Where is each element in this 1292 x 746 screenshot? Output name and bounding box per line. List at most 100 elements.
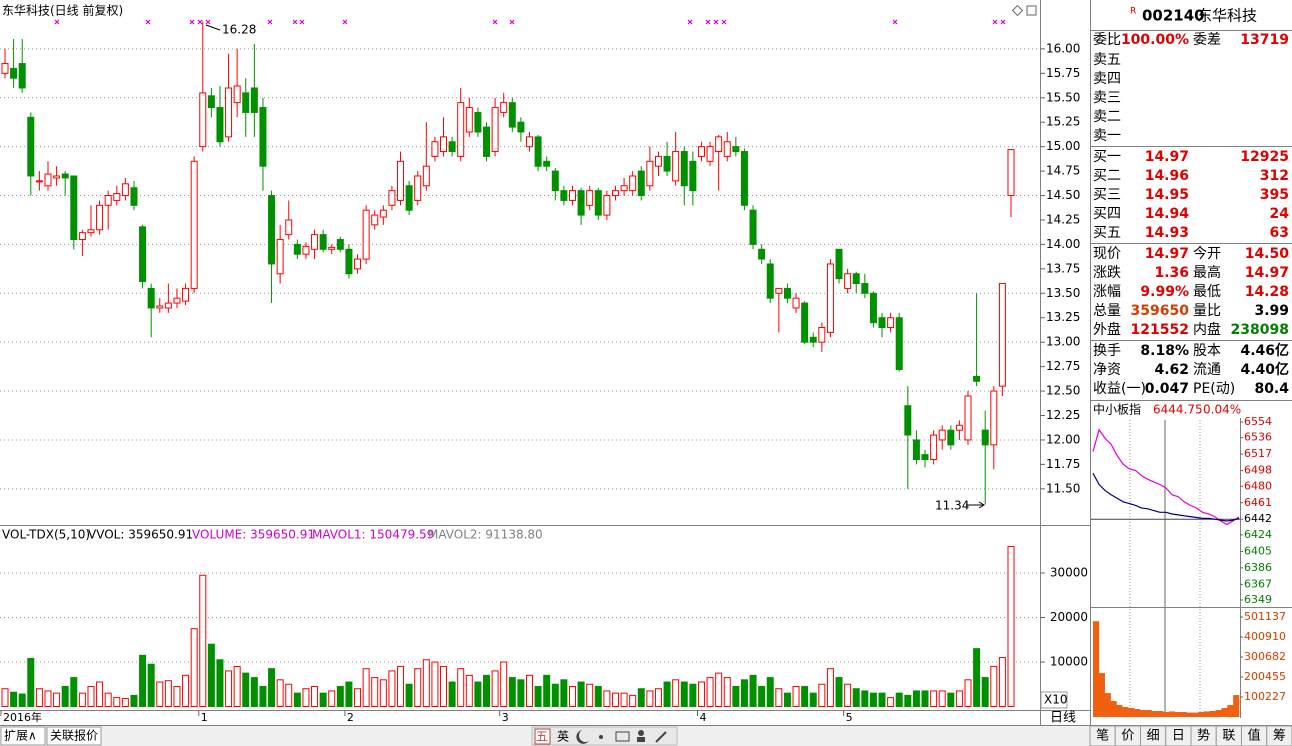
volume-bar: [534, 685, 542, 707]
y-tick-label: 30000: [1050, 566, 1088, 580]
bid-label: 买一: [1093, 149, 1121, 165]
event-marker: [509, 19, 515, 25]
volume-bar: [345, 681, 353, 707]
candle-body: [182, 287, 190, 302]
y-tick-label: 100227: [1244, 690, 1286, 703]
x-tick-label: 2016年: [3, 710, 42, 724]
candle-body: [938, 429, 946, 441]
icon-square[interactable]: [1026, 5, 1037, 16]
volume-bar: [938, 690, 946, 707]
volume-bar: [182, 674, 190, 708]
volume-bar: [611, 692, 619, 707]
x-tick-label: 5: [846, 711, 853, 724]
y-tick-label: 11.75: [1046, 457, 1080, 471]
ask-label: 卖一: [1093, 128, 1121, 144]
volume-bar: [397, 665, 405, 707]
tab-label[interactable]: 筹: [1273, 728, 1286, 744]
tab-label[interactable]: 细: [1147, 729, 1160, 744]
toolbar-button[interactable]: [534, 728, 551, 745]
candle-body: [973, 375, 981, 382]
candle-body: [491, 107, 499, 153]
volume-bar: [646, 690, 654, 707]
bid-volume: 24: [1270, 206, 1290, 222]
value: 14.97: [1145, 246, 1189, 262]
expand-button[interactable]: [0, 726, 46, 746]
toolbar-icon[interactable]: [637, 737, 645, 742]
related-quote-button[interactable]: [46, 726, 102, 746]
candle-body: [414, 175, 422, 201]
index-line: [1092, 428, 1240, 526]
value: 121552: [1131, 322, 1189, 338]
volume-bar: [766, 677, 774, 707]
label: 换手: [1093, 342, 1121, 359]
volume-bar: [672, 679, 680, 707]
label: 最高: [1193, 264, 1221, 281]
bid-label: 买三: [1093, 187, 1121, 203]
tab-label[interactable]: 值: [1248, 728, 1261, 744]
annotation-arrowhead: [978, 501, 985, 509]
volume-bar: [1139, 710, 1146, 717]
tab-label[interactable]: 笔: [1096, 728, 1109, 744]
icon-diamond[interactable]: [1011, 4, 1024, 17]
toolbar-icon[interactable]: [655, 731, 667, 743]
volume-bar: [61, 685, 69, 707]
volume-bar: [457, 668, 465, 707]
candle-body: [96, 204, 104, 231]
expand-button-label[interactable]: 扩展∧: [4, 729, 37, 743]
event-marker: [145, 19, 151, 25]
candle-body: [18, 63, 26, 89]
candle-body: [207, 95, 215, 109]
candle-body: [826, 263, 834, 333]
candle-body: [955, 424, 963, 431]
bid-price: 14.95: [1145, 187, 1189, 203]
volume-header: MAVOL2: 91138.80: [428, 528, 543, 542]
volume-bar: [371, 677, 379, 707]
volume-bar: [268, 668, 276, 707]
toolbar-label[interactable]: 五: [536, 730, 548, 744]
volume-bar: [1122, 707, 1129, 717]
period-label[interactable]: 日线: [1050, 711, 1076, 726]
volume-bar: [844, 683, 852, 707]
candle-body: [440, 136, 448, 153]
volume-bar: [35, 688, 43, 707]
tab-label[interactable]: 价: [1121, 729, 1134, 744]
label: 净资: [1093, 362, 1121, 378]
candle-body: [379, 209, 387, 218]
volume-bar: [792, 685, 800, 707]
volume-bar: [809, 692, 817, 707]
related-quote-label[interactable]: 关联报价: [50, 728, 98, 743]
volume-bar: [448, 681, 456, 707]
volume-bar: [147, 663, 155, 707]
volume-bar: [715, 672, 723, 707]
candle-body: [345, 248, 353, 275]
candle-body: [895, 317, 903, 371]
volume-bar: [955, 690, 963, 707]
volume-bar: [10, 691, 18, 707]
candle-body: [844, 273, 852, 289]
volume-bar: [861, 690, 869, 707]
toolbar-icon[interactable]: [615, 731, 630, 742]
tab-label[interactable]: 势: [1197, 728, 1210, 744]
volume-bar: [1233, 695, 1240, 717]
volume-bar: [1104, 693, 1111, 717]
volume-bar: [783, 692, 791, 707]
volume-bar: [465, 674, 473, 708]
tab-label[interactable]: 日: [1172, 729, 1185, 744]
volume-bar: [577, 681, 585, 707]
tab-label[interactable]: 联: [1222, 729, 1235, 744]
label: 委差: [1193, 32, 1221, 48]
volume-bar: [78, 692, 86, 707]
toolbar-label[interactable]: 英: [557, 730, 569, 744]
toolbar-icon[interactable]: [599, 735, 603, 739]
volume-bar: [319, 692, 327, 707]
candle-body: [508, 102, 516, 128]
y-tick-label: 14.25: [1046, 212, 1080, 226]
tab[interactable]: [1266, 725, 1292, 746]
event-marker: [197, 19, 203, 25]
candle-body: [388, 190, 396, 206]
toolbar-icon[interactable]: [638, 730, 644, 736]
volume-bar: [18, 693, 26, 708]
candle-body: [990, 390, 998, 446]
toolbar-icon[interactable]: [576, 730, 589, 744]
